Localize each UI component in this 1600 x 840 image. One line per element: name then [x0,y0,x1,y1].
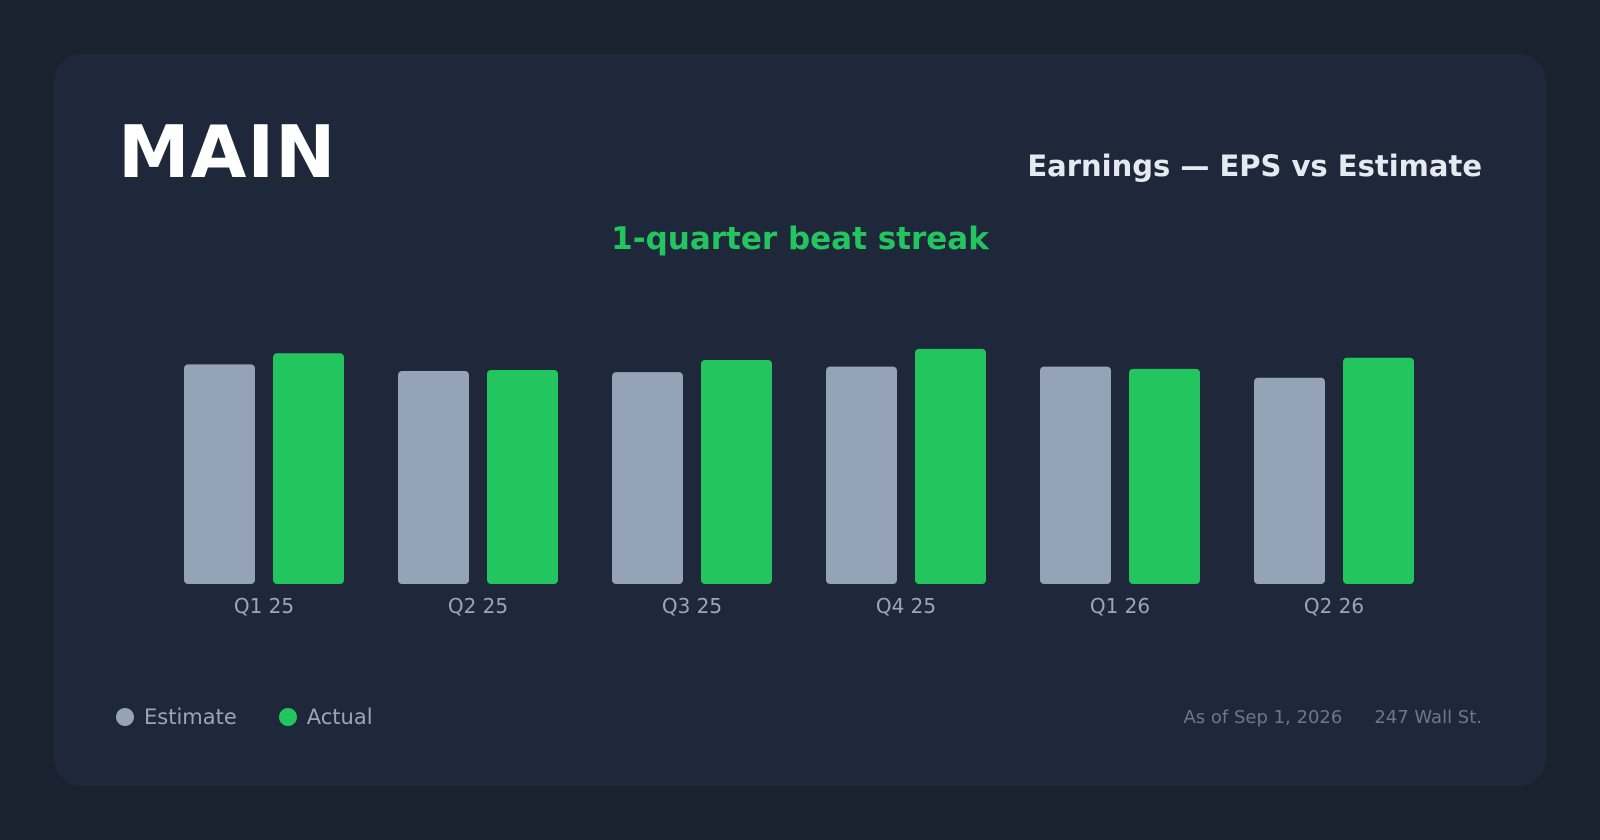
actual-bar [1129,368,1200,584]
actual-bar [915,348,986,584]
source-credit: 247 Wall St. [1374,707,1482,728]
x-tick-label: Q1 25 [234,594,294,618]
actual-bar [1343,357,1414,584]
estimate-bar [826,366,897,584]
actual-bar [487,369,558,584]
legend-item-actual: Actual [278,705,373,729]
estimate-bar [1040,366,1111,584]
actual-swatch [278,708,297,726]
x-tick-label: Q1 26 [1090,594,1150,618]
estimate-bar [398,371,469,584]
as-of-date: As of Sep 1, 2026 [1183,707,1343,728]
estimate-bar [184,364,255,584]
x-tick-label: Q4 25 [876,594,936,618]
chart-legend: Estimate Actual [116,705,415,729]
x-tick-label: Q2 26 [1304,594,1364,618]
estimate-bar [1254,377,1325,584]
legend-label-actual: Actual [306,705,373,729]
chart-title: Earnings — EPS vs Estimate [1027,149,1482,183]
actual-bar [273,353,344,584]
estimate-bar [612,372,683,584]
ticker-symbol: MAIN [118,110,337,194]
x-tick-label: Q3 25 [662,594,722,618]
beat-streak-label: 1-quarter beat streak [611,221,989,257]
legend-item-estimate: Estimate [116,705,237,729]
estimate-swatch [116,708,134,726]
x-tick-label: Q2 25 [448,594,508,618]
chart-footer: As of Sep 1, 2026 247 Wall St. [1183,707,1482,728]
actual-bar [701,359,772,584]
legend-label-estimate: Estimate [144,705,237,729]
